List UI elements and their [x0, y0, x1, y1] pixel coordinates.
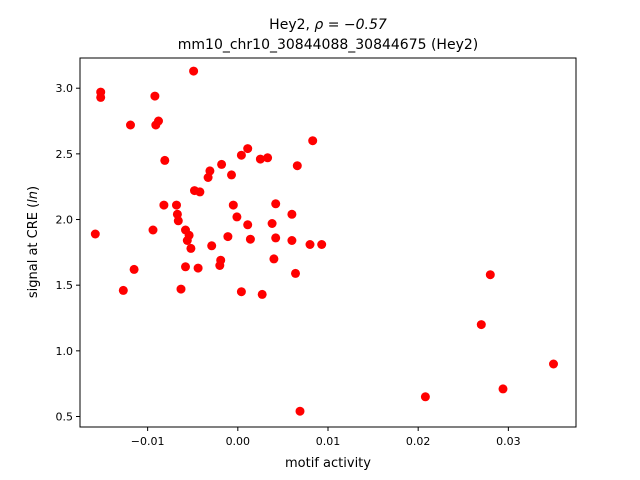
- y-tick-label: 1.0: [56, 345, 74, 358]
- chart-title-line1: Hey2, ρ = −0.57: [269, 17, 387, 33]
- data-point-26: [205, 166, 215, 176]
- data-point-21: [189, 66, 199, 76]
- data-point-5: [129, 264, 139, 274]
- y-axis-label: signal at CRE (ln): [26, 186, 41, 298]
- data-point-43: [267, 219, 277, 228]
- data-point-56: [476, 320, 486, 330]
- plot-area: [79, 57, 577, 428]
- data-point-50: [292, 161, 302, 171]
- y-tick-label: 1.5: [56, 279, 74, 292]
- data-point-47: [287, 209, 297, 219]
- chart-title-line2: mm10_chr10_30844088_30844675 (Hey2): [178, 37, 478, 53]
- y-tick-label: 3.0: [56, 82, 74, 95]
- data-point-46: [271, 233, 281, 243]
- y-tick-label: 2.5: [56, 148, 74, 161]
- data-point-10: [159, 200, 169, 210]
- data-point-58: [498, 384, 508, 394]
- data-point-9: [154, 116, 163, 126]
- data-point-27: [207, 241, 217, 251]
- data-point-32: [227, 170, 236, 180]
- data-point-48: [287, 236, 297, 245]
- data-point-57: [485, 270, 495, 280]
- data-point-4: [126, 120, 135, 130]
- data-point-3: [118, 285, 128, 295]
- data-point-37: [243, 144, 253, 154]
- data-point-55: [420, 392, 430, 402]
- x-tick-label: −0.01: [131, 435, 165, 448]
- y-tick-label: 0.5: [56, 410, 74, 423]
- data-point-11: [160, 155, 170, 165]
- x-tick-label: 0.00: [226, 435, 251, 448]
- data-point-54: [317, 240, 327, 249]
- data-point-23: [193, 263, 203, 273]
- data-points: [90, 66, 558, 416]
- data-point-44: [269, 254, 279, 264]
- data-point-49: [291, 268, 300, 278]
- data-point-59: [549, 359, 558, 369]
- data-point-7: [150, 91, 160, 101]
- data-point-31: [223, 232, 233, 242]
- data-point-19: [184, 230, 194, 240]
- data-point-29: [216, 255, 226, 265]
- data-point-51: [295, 406, 305, 416]
- y-tick-label: 2.0: [56, 214, 74, 227]
- x-axis-label: motif activity: [285, 456, 371, 471]
- data-point-38: [243, 220, 253, 230]
- data-point-24: [195, 187, 205, 197]
- data-point-35: [236, 150, 246, 160]
- data-point-20: [186, 243, 196, 253]
- data-point-42: [263, 153, 273, 163]
- data-point-34: [232, 212, 242, 222]
- x-tick-label: 0.01: [316, 435, 341, 448]
- data-point-0: [90, 229, 100, 239]
- data-point-30: [217, 159, 227, 169]
- data-point-53: [308, 136, 318, 146]
- data-point-40: [255, 154, 265, 164]
- data-point-45: [271, 199, 281, 209]
- y-axis-ticks: 0.5 1.0 1.5 2.0 2.5 3.0: [56, 82, 80, 423]
- data-point-17: [181, 262, 190, 272]
- data-point-15: [176, 284, 186, 294]
- data-point-41: [257, 289, 267, 299]
- data-point-52: [305, 240, 315, 249]
- data-point-33: [228, 200, 238, 210]
- data-point-39: [245, 234, 255, 244]
- data-point-14: [173, 216, 183, 226]
- x-tick-label: 0.03: [496, 435, 521, 448]
- data-point-6: [148, 225, 158, 235]
- data-point-36: [236, 287, 246, 297]
- data-point-2: [96, 92, 106, 102]
- data-point-12: [172, 200, 181, 210]
- x-tick-label: 0.02: [406, 435, 431, 448]
- x-axis-ticks: −0.01 0.00 0.01 0.02 0.03: [131, 427, 521, 448]
